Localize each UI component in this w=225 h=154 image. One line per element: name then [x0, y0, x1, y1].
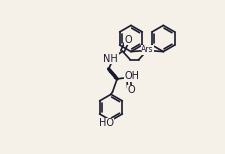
- Text: Ars: Ars: [141, 45, 153, 55]
- Text: O: O: [127, 85, 135, 95]
- Text: HO: HO: [99, 118, 114, 128]
- Text: NH: NH: [103, 54, 118, 64]
- FancyBboxPatch shape: [143, 48, 151, 53]
- Text: OH: OH: [125, 71, 140, 81]
- Text: O: O: [125, 35, 132, 45]
